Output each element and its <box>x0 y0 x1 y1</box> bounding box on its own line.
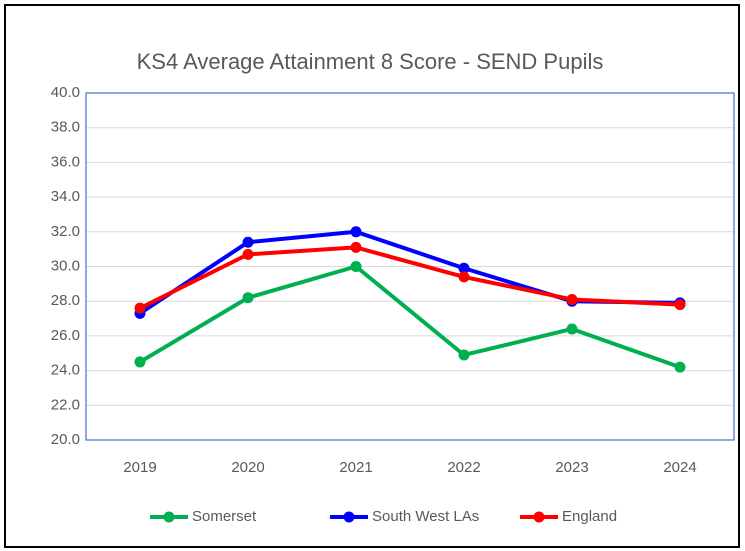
x-tick-label: 2020 <box>231 459 264 476</box>
y-tick-label: 30.0 <box>51 257 80 274</box>
chart-frame <box>4 4 740 548</box>
data-point <box>242 248 254 260</box>
data-point <box>458 262 470 274</box>
y-tick-label: 22.0 <box>51 396 80 413</box>
legend-marker <box>533 511 545 523</box>
data-point <box>350 226 362 238</box>
data-point <box>566 323 578 335</box>
data-point <box>134 302 146 314</box>
legend-label: England <box>562 508 617 525</box>
y-tick-label: 38.0 <box>51 119 80 136</box>
x-tick-label: 2019 <box>123 459 156 476</box>
y-tick-label: 26.0 <box>51 327 80 344</box>
chart-title: KS4 Average Attainment 8 Score - SEND Pu… <box>137 49 604 74</box>
legend-label: South West LAs <box>372 508 479 525</box>
data-point <box>458 271 470 283</box>
y-tick-label: 20.0 <box>51 431 80 448</box>
series-line <box>139 245 681 310</box>
y-tick-label: 36.0 <box>51 153 80 170</box>
y-tick-label: 40.0 <box>51 84 80 101</box>
data-point <box>674 361 686 373</box>
data-point <box>674 299 686 311</box>
plot-border <box>85 92 735 441</box>
x-tick-label: 2021 <box>339 459 372 476</box>
y-tick-label: 32.0 <box>51 223 80 240</box>
legend-marker <box>163 511 175 523</box>
series-line <box>138 264 681 370</box>
legend-label: Somerset <box>192 508 257 525</box>
data-point <box>350 261 362 272</box>
x-tick-label: 2024 <box>663 459 696 476</box>
y-tick-label: 28.0 <box>51 292 80 309</box>
x-tick-label: 2022 <box>447 459 480 476</box>
data-point <box>134 356 146 368</box>
x-tick-label: 2023 <box>555 459 588 476</box>
y-tick-label: 24.0 <box>51 362 80 379</box>
data-point <box>242 236 254 248</box>
data-point <box>242 292 254 304</box>
data-point <box>566 293 578 305</box>
legend-marker <box>343 511 355 523</box>
data-point <box>458 349 470 361</box>
y-tick-label: 34.0 <box>51 188 80 205</box>
data-point <box>350 241 362 253</box>
